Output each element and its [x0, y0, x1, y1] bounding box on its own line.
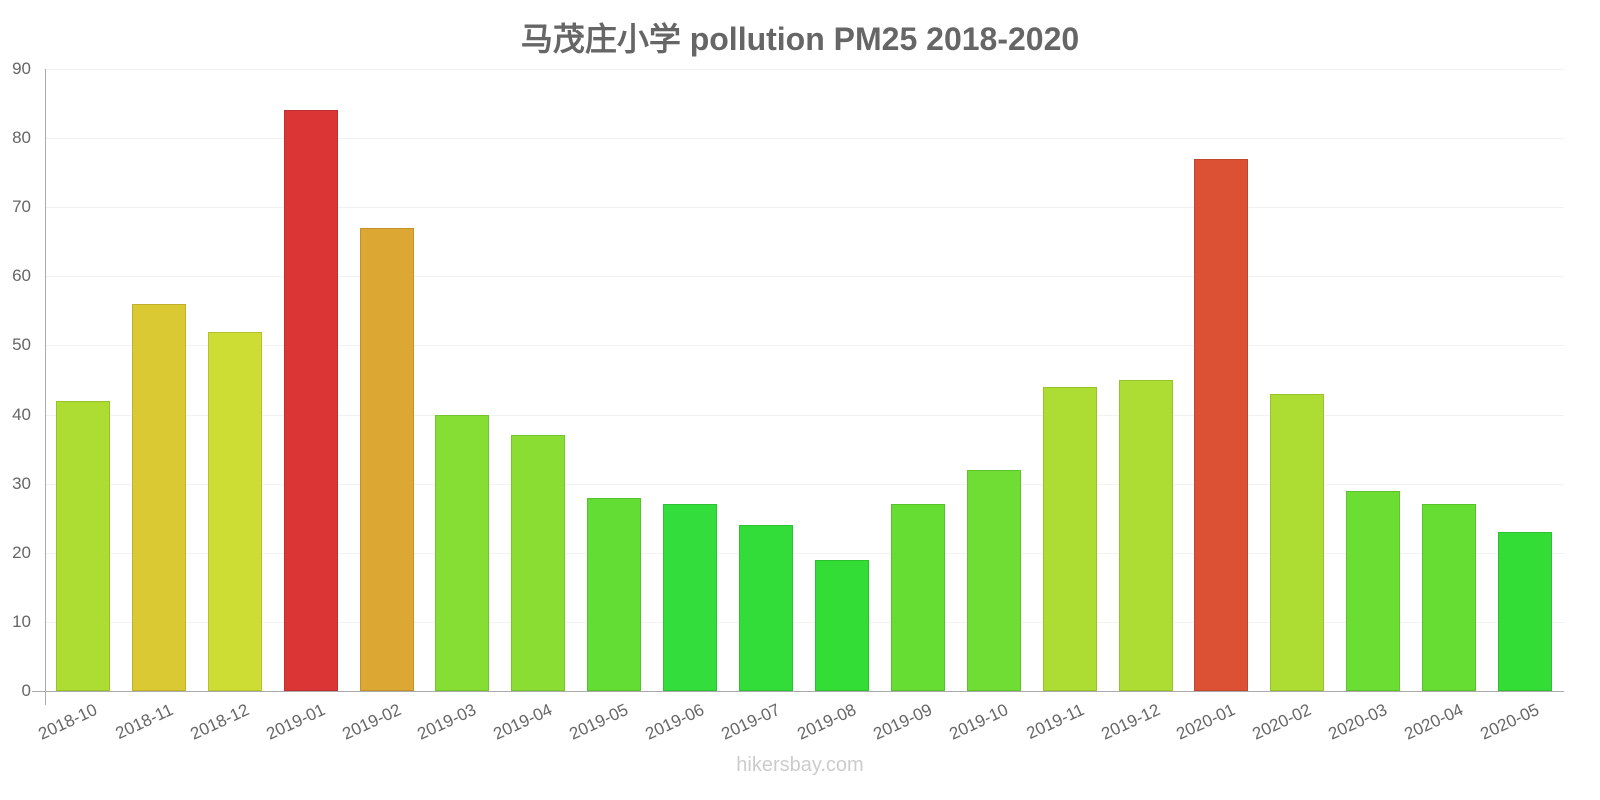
gridline: [46, 483, 1564, 485]
x-tick-label: 2019-03: [414, 700, 480, 744]
x-tick-label: 2018-11: [112, 700, 176, 744]
bar-2018-10: [55, 400, 110, 691]
gridline: [46, 207, 1564, 209]
bar-2019-07: [739, 525, 794, 691]
gridline: [46, 414, 1564, 416]
x-tick-label: 2019-02: [339, 700, 404, 744]
x-tick-label: 2019-01: [263, 700, 328, 744]
bar-2020-02: [1270, 393, 1325, 691]
x-tick-label: 2019-08: [794, 700, 859, 744]
x-tick-label: 2020-05: [1477, 700, 1543, 744]
x-tick-label: 2019-05: [566, 700, 632, 744]
bar-2020-04: [1422, 504, 1477, 691]
gridline: [46, 552, 1564, 554]
x-tick-label: 2020-01: [1173, 700, 1239, 744]
bar-2020-01: [1194, 158, 1249, 691]
y-tick-label: 20: [12, 542, 31, 562]
y-tick-label: 60: [12, 266, 31, 286]
y-tick-label: 30: [12, 473, 31, 493]
y-tick-label: 10: [12, 611, 31, 631]
chart-title: 马茂庄小学 pollution PM25 2018-2020: [520, 21, 1080, 57]
x-tick-label: 2020-03: [1325, 700, 1391, 744]
gridline: [46, 621, 1564, 623]
y-tick-label: 0: [21, 681, 31, 700]
y-tick-label: 70: [12, 197, 31, 217]
x-tick-label: 2019-04: [490, 700, 556, 744]
x-tick-label: 2020-02: [1249, 700, 1315, 744]
x-tick-label: 2018-10: [35, 700, 100, 744]
gridline: [46, 276, 1564, 278]
y-tick-label: 80: [12, 128, 31, 148]
x-tick-label: 2019-09: [870, 700, 935, 744]
x-tick-label: 2019-06: [642, 700, 708, 744]
bar-2019-05: [587, 497, 642, 691]
y-axis-line: [45, 69, 46, 705]
plot-area: [46, 69, 1564, 692]
bar-2019-02: [359, 227, 414, 691]
gridline: [46, 345, 1564, 347]
bar-2019-12: [1118, 380, 1173, 691]
x-tick-label: 2020-04: [1401, 700, 1467, 744]
bar-2018-12: [207, 331, 262, 691]
y-tick-label: 50: [12, 335, 31, 355]
x-tick-label: 2019-07: [718, 700, 784, 744]
bar-2020-03: [1346, 490, 1401, 691]
x-axis-line: [32, 691, 1564, 692]
bar-2019-10: [966, 469, 1021, 691]
y-tick-label: 90: [12, 59, 31, 78]
bar-2019-04: [511, 435, 566, 691]
watermark: hikersbay.com: [736, 754, 864, 776]
bar-2019-01: [283, 110, 338, 691]
bar-2019-06: [663, 504, 718, 691]
x-tick-label: 2018-12: [187, 700, 252, 744]
gridline: [46, 69, 1564, 70]
gridline: [46, 138, 1564, 140]
bar-2019-03: [435, 414, 490, 691]
bar-2018-11: [131, 303, 186, 691]
bar-2020-05: [1498, 532, 1553, 691]
bar-2019-08: [814, 559, 869, 691]
bar-2019-11: [1042, 386, 1097, 691]
x-tick-label: 2019-12: [1098, 700, 1163, 744]
bar-2019-09: [890, 504, 945, 691]
x-tick-label: 2019-10: [946, 700, 1011, 744]
y-tick-label: 40: [12, 404, 31, 424]
x-tick-label: 2019-11: [1023, 700, 1087, 744]
